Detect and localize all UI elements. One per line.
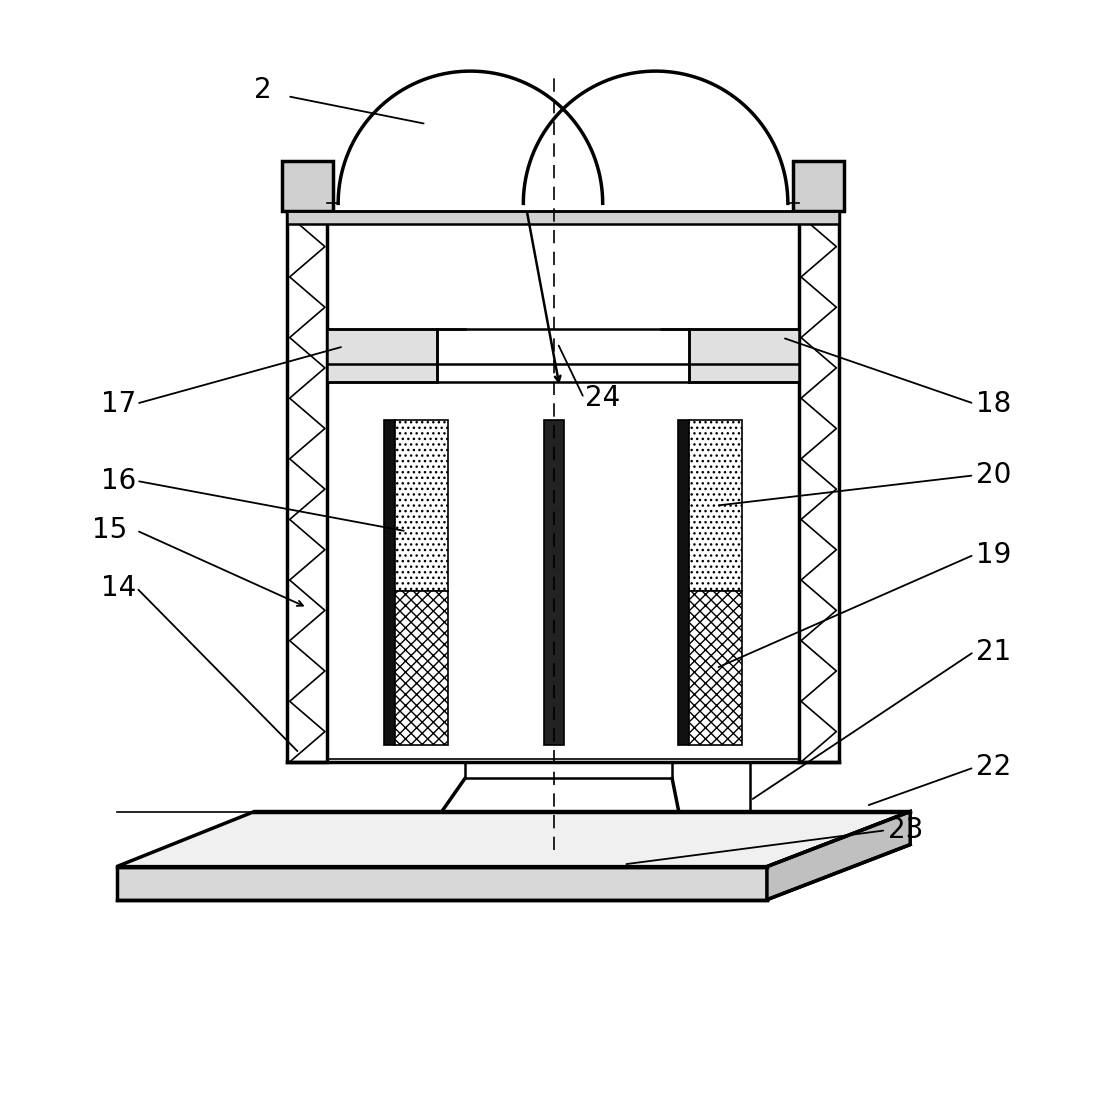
Bar bbox=[396, 591, 448, 746]
Bar bbox=[689, 329, 798, 381]
Text: 14: 14 bbox=[101, 573, 136, 602]
Text: 19: 19 bbox=[977, 540, 1011, 569]
Bar bbox=[288, 211, 327, 762]
Polygon shape bbox=[117, 811, 910, 866]
Polygon shape bbox=[767, 811, 910, 899]
Bar bbox=[282, 161, 332, 211]
Bar bbox=[798, 211, 838, 762]
Text: 18: 18 bbox=[977, 390, 1011, 418]
Bar bbox=[689, 591, 741, 746]
Text: 15: 15 bbox=[93, 516, 127, 545]
Text: 17: 17 bbox=[101, 390, 136, 418]
Text: 21: 21 bbox=[977, 638, 1011, 665]
Bar bbox=[288, 211, 838, 224]
Bar bbox=[327, 329, 437, 381]
Bar bbox=[544, 420, 564, 746]
Text: 24: 24 bbox=[585, 385, 620, 412]
Bar bbox=[794, 161, 844, 211]
Polygon shape bbox=[117, 866, 767, 899]
Text: 23: 23 bbox=[889, 817, 923, 844]
Text: 20: 20 bbox=[977, 462, 1011, 490]
Bar bbox=[689, 420, 741, 591]
Bar bbox=[396, 420, 448, 591]
Bar bbox=[678, 420, 689, 746]
Text: 22: 22 bbox=[977, 754, 1011, 781]
Bar bbox=[385, 420, 396, 746]
Text: 16: 16 bbox=[101, 466, 136, 495]
Text: 2: 2 bbox=[254, 75, 272, 104]
